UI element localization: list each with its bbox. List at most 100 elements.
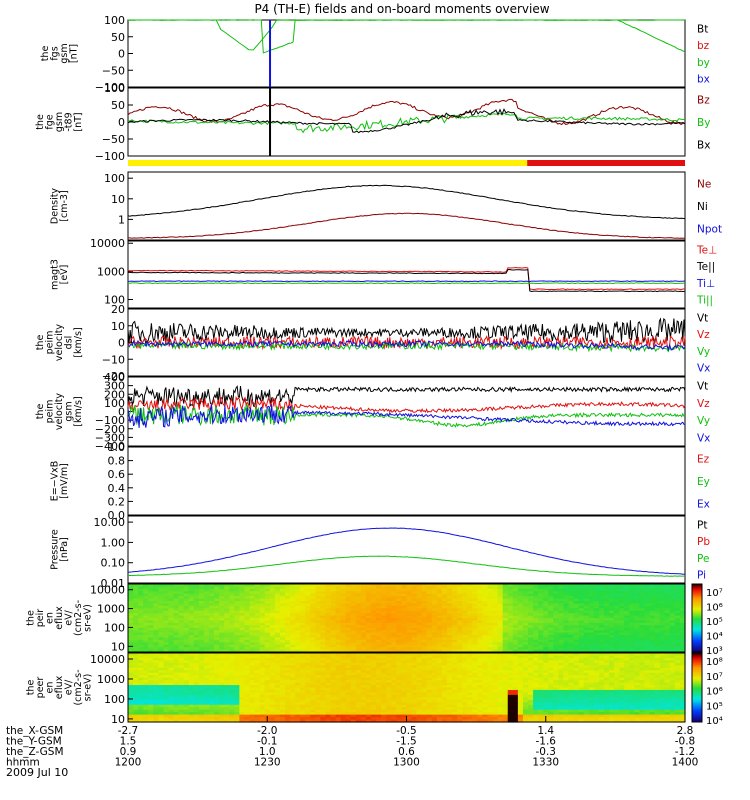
ylabel-line: the bbox=[35, 404, 46, 420]
ylabel-line: [nT] bbox=[73, 112, 84, 131]
colorbar-frame bbox=[691, 652, 703, 723]
legend-pi: Pi bbox=[697, 570, 706, 582]
xaxis-row-label: the_Y-GSM bbox=[6, 736, 62, 748]
ytick-label: 0.01 bbox=[101, 577, 126, 590]
trace-vz bbox=[127, 395, 686, 414]
trace-by bbox=[127, 19, 686, 54]
panel-frame-0 bbox=[127, 19, 686, 88]
colorbar-tick: 10⁵ bbox=[706, 617, 723, 628]
xaxis-value: 1330 bbox=[532, 757, 559, 769]
ytick-label: 0 bbox=[118, 406, 125, 419]
trace-vx bbox=[127, 404, 686, 428]
legend-te: Te⊥ bbox=[696, 244, 717, 256]
xaxis-row-label: the_Z-GSM bbox=[6, 746, 64, 758]
ylabel-line: velocity bbox=[54, 324, 65, 362]
ylabel-line: (cm2-s- bbox=[73, 600, 84, 636]
ylabel-line: peim bbox=[45, 331, 56, 355]
colorbar-tick: 10⁸ bbox=[706, 657, 723, 668]
ylabel-line: fge bbox=[45, 114, 56, 129]
legend-bt: Bt bbox=[697, 23, 708, 35]
xaxis-row-label: hhmm bbox=[6, 757, 40, 769]
xaxis-value: -1.5 bbox=[396, 736, 417, 748]
trace-vt bbox=[127, 385, 686, 409]
xaxis-value: -1.6 bbox=[536, 736, 557, 748]
trace-vy bbox=[127, 404, 686, 428]
ytick-label: 0.8 bbox=[108, 455, 126, 468]
x-axis-labels: the_X-GSM -2.7 -2.0 -0.5 1.4 2.8 the_Y-GSM 1.5 -… bbox=[6, 716, 698, 769]
trace-by bbox=[127, 112, 686, 134]
legend-ti: Ti|| bbox=[696, 295, 713, 307]
legend-ez: Ez bbox=[697, 453, 710, 465]
ytick-label: −50 bbox=[102, 133, 125, 146]
colorbar-tick: 10⁶ bbox=[706, 603, 723, 614]
ytick-label: 100 bbox=[104, 14, 125, 27]
ytick-label: −400 bbox=[95, 440, 125, 453]
ylabel-line: gsm bbox=[64, 401, 75, 421]
xaxis-value: -2.0 bbox=[257, 725, 278, 737]
legend-vz: Vz bbox=[697, 398, 710, 410]
ytick-label: 50 bbox=[111, 31, 125, 44]
ytick-label: 1000 bbox=[97, 603, 125, 616]
mode-bar-red bbox=[527, 160, 685, 166]
ytick-label: 0.4 bbox=[108, 482, 126, 495]
ylabel-line: eV/ bbox=[64, 609, 75, 625]
trace-tipar bbox=[127, 282, 686, 285]
ylabel-line: (cm2-s- bbox=[73, 669, 84, 705]
ytick-label: 10 bbox=[111, 193, 125, 206]
ylabel-line: sr-eV) bbox=[83, 674, 94, 702]
ytick-label: −100 bbox=[95, 81, 125, 94]
ytick-label: 0 bbox=[118, 337, 125, 350]
ytick-label: 100 bbox=[104, 621, 125, 634]
legend-vt: Vt bbox=[697, 312, 708, 324]
ytick-label: 300 bbox=[104, 380, 125, 393]
ylabel-line: the bbox=[35, 114, 46, 130]
ylabel-line: peir bbox=[35, 609, 46, 628]
legend-npot: Npot bbox=[697, 224, 722, 236]
ytick-label: 10000 bbox=[90, 653, 125, 666]
ylabel-line: the bbox=[40, 46, 51, 62]
ytick-label: 10000 bbox=[90, 237, 125, 250]
ytick-label: 0 bbox=[118, 116, 125, 129]
ylabel-line: magt3 bbox=[49, 259, 60, 290]
ytick-label: 1.0 bbox=[108, 441, 126, 454]
legend-bz: Bz bbox=[697, 94, 710, 106]
ytick-label: 10 bbox=[111, 713, 125, 726]
ytick-label: −20 bbox=[102, 370, 125, 383]
legend-pe: Pe bbox=[697, 553, 709, 565]
legend-by: By bbox=[697, 117, 710, 129]
mode-bar-yellow bbox=[128, 160, 528, 166]
ytick-label: 10 bbox=[111, 640, 125, 653]
ytick-label: 0.0 bbox=[108, 509, 126, 522]
xaxis-value: 1.4 bbox=[537, 725, 554, 737]
ylabel-line: [cm-3] bbox=[59, 190, 70, 221]
legend-te: Te|| bbox=[696, 261, 715, 273]
ylabel-line: Density bbox=[49, 188, 60, 224]
xaxis-value: 0.9 bbox=[120, 746, 137, 758]
trace-teperp bbox=[127, 266, 686, 291]
ytick-label: 10.00 bbox=[94, 516, 126, 529]
legend-vx: Vx bbox=[697, 363, 710, 375]
ylabel-line: eV/ bbox=[64, 679, 75, 695]
xaxis-value: -2.7 bbox=[118, 725, 139, 737]
ytick-label: 100 bbox=[104, 172, 125, 185]
panel-frame-3 bbox=[127, 171, 686, 241]
xaxis-value: 1300 bbox=[393, 757, 420, 769]
ylabel-line: en bbox=[45, 612, 56, 624]
ylabel-line: [mV/m] bbox=[59, 463, 70, 499]
colorbar-tick: 10⁴ bbox=[706, 716, 723, 727]
ytick-label: 100 bbox=[104, 397, 125, 410]
panels: 100500−50−100thefgsgsm[nT]Btbzbybx100500… bbox=[26, 14, 723, 727]
trace-ni bbox=[127, 184, 686, 220]
ylabel-line: E=−VxB bbox=[49, 461, 60, 502]
legend-ti: Ti⊥ bbox=[696, 278, 715, 290]
xaxis-value: -0.5 bbox=[396, 725, 417, 737]
ylabel-line: velocity bbox=[54, 393, 65, 431]
date-label: 2009 Jul 10 bbox=[6, 766, 68, 779]
ytick-label: −200 bbox=[95, 423, 125, 436]
trace-ne bbox=[128, 212, 685, 239]
xaxis-value: 2.8 bbox=[677, 725, 694, 737]
colorbar-tick: 10⁴ bbox=[706, 632, 723, 643]
ylabel-line: [eV] bbox=[59, 265, 70, 285]
ytick-label: 0.6 bbox=[108, 468, 126, 481]
xaxis-value: 1230 bbox=[254, 757, 281, 769]
